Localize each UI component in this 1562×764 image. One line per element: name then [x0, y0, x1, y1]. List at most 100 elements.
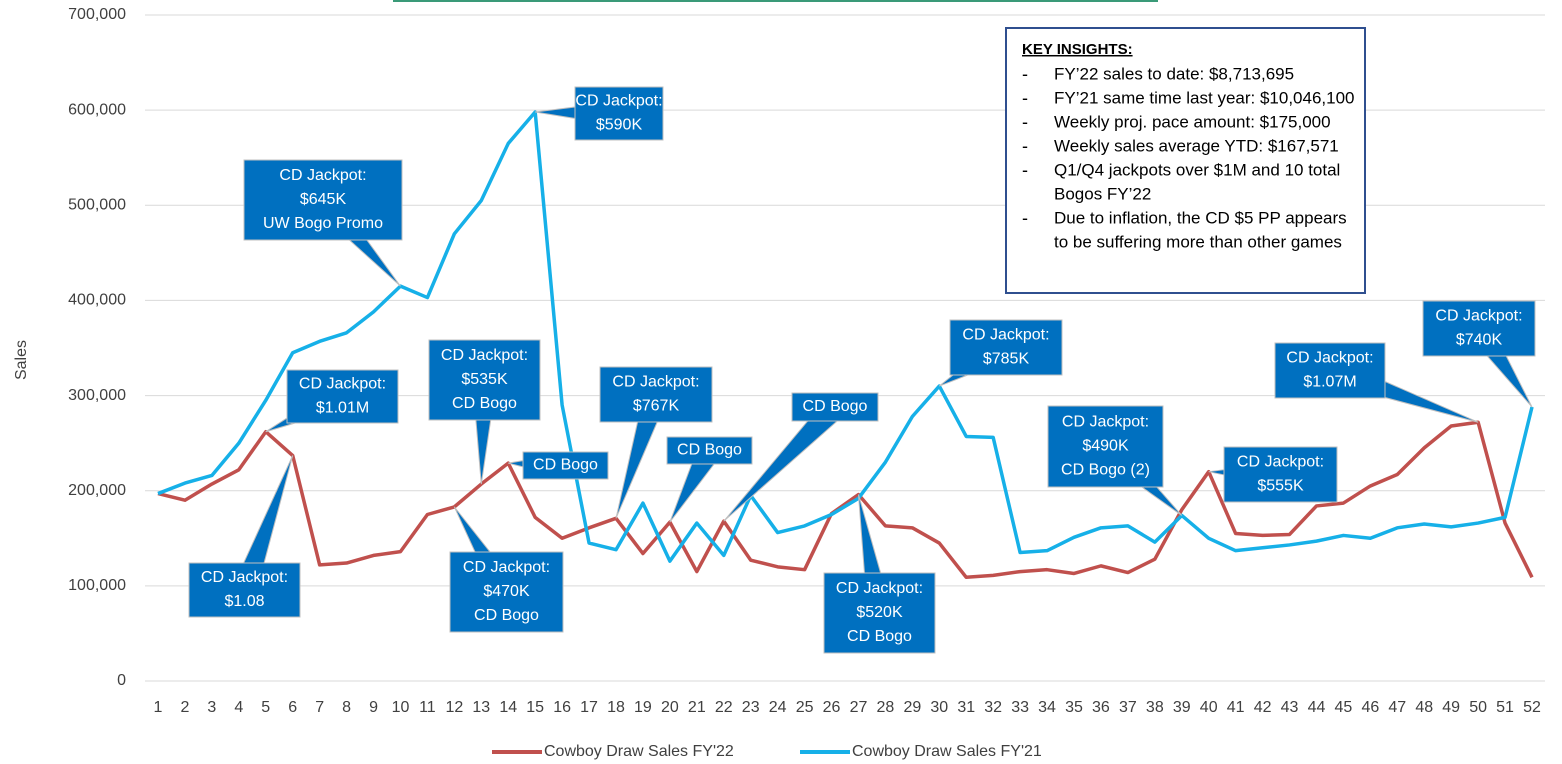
x-tick-label: 38 — [1146, 699, 1164, 716]
x-tick-label: 10 — [392, 699, 410, 716]
callout-text: $470K — [483, 583, 530, 600]
insights-text: Weekly proj. pace amount: $175,000 — [1054, 112, 1331, 131]
x-tick-label: 45 — [1335, 699, 1353, 716]
callout-text: $1.01M — [316, 400, 369, 417]
x-tick-label: 44 — [1308, 699, 1326, 716]
callout-text: $535K — [461, 371, 508, 388]
x-tick-label: 50 — [1469, 699, 1487, 716]
x-tick-label: 42 — [1254, 699, 1272, 716]
x-tick-label: 36 — [1092, 699, 1110, 716]
x-tick-label: 22 — [715, 699, 733, 716]
callout-text: CD Jackpot: — [279, 167, 366, 184]
callout-text: CD Jackpot: — [299, 376, 386, 393]
insights-text: FY’22 sales to date: $8,713,695 — [1054, 64, 1294, 83]
x-tick-label: 2 — [180, 699, 189, 716]
callout-box — [286, 369, 399, 424]
callout-text: CD Jackpot: — [836, 580, 923, 597]
insights-dash: - — [1022, 160, 1028, 180]
x-tick-label: 28 — [877, 699, 895, 716]
x-tick-label: 16 — [553, 699, 571, 716]
x-tick-label: 48 — [1415, 699, 1433, 716]
x-tick-label: 13 — [472, 699, 490, 716]
legend-label: Cowboy Draw Sales FY'21 — [852, 743, 1042, 760]
callout-text: CD Jackpot: — [201, 569, 288, 586]
x-tick-label: 20 — [661, 699, 679, 716]
x-tick-label: 31 — [957, 699, 975, 716]
callout-text: CD Jackpot: — [1062, 414, 1149, 431]
y-tick-label: 700,000 — [68, 6, 126, 23]
x-tick-label: 29 — [903, 699, 921, 716]
x-tick-label: 18 — [607, 699, 625, 716]
x-tick-label: 34 — [1038, 699, 1056, 716]
x-tick-label: 8 — [342, 699, 351, 716]
insights-text: Weekly sales average YTD: $167,571 — [1054, 136, 1339, 155]
legend-label: Cowboy Draw Sales FY'22 — [544, 743, 734, 760]
callout-text: CD Jackpot: — [463, 559, 550, 576]
callout-box — [823, 572, 936, 654]
callout-box — [243, 159, 403, 241]
y-tick-label: 500,000 — [68, 197, 126, 214]
callout-text: $645K — [300, 191, 347, 208]
x-tick-label: 41 — [1227, 699, 1245, 716]
callout-box — [574, 86, 664, 141]
callout-text: $590K — [596, 117, 643, 134]
insights-dash: - — [1022, 88, 1028, 108]
callout-box — [1047, 405, 1164, 488]
insights-dash: - — [1022, 136, 1028, 156]
insights-text: to be suffering more than other games — [1054, 232, 1342, 251]
x-tick-label: 7 — [315, 699, 324, 716]
x-tick-label: 32 — [984, 699, 1002, 716]
insights-text: Q1/Q4 jackpots over $1M and 10 total — [1054, 160, 1340, 179]
callout-text: UW Bogo Promo — [263, 215, 383, 232]
x-tick-label: 39 — [1173, 699, 1191, 716]
x-tick-label: 35 — [1065, 699, 1083, 716]
callout-text: CD Bogo — [803, 398, 868, 415]
x-tick-label: 24 — [769, 699, 787, 716]
x-tick-label: 49 — [1442, 699, 1460, 716]
x-tick-label: 47 — [1388, 699, 1406, 716]
x-tick-label: 12 — [445, 699, 463, 716]
callout-text: $490K — [1082, 438, 1129, 455]
callout-text: CD Jackpot: — [962, 327, 1049, 344]
callout-box — [1422, 300, 1536, 357]
x-tick-label: 3 — [207, 699, 216, 716]
callout-text: CD Bogo — [533, 457, 598, 474]
x-tick-label: 14 — [499, 699, 517, 716]
insights-text: Bogos FY’22 — [1054, 184, 1151, 203]
x-tick-label: 46 — [1361, 699, 1379, 716]
x-tick-label: 30 — [930, 699, 948, 716]
callout-box — [449, 551, 564, 633]
callout-text: CD Jackpot: — [575, 93, 662, 110]
callout-text: $785K — [983, 351, 1030, 368]
y-tick-label: 300,000 — [68, 387, 126, 404]
callout-text: CD Bogo — [452, 395, 517, 412]
x-tick-label: 9 — [369, 699, 378, 716]
insights-title: KEY INSIGHTS: — [1022, 41, 1133, 58]
x-tick-label: 15 — [526, 699, 544, 716]
callout-text: CD Bogo — [474, 607, 539, 624]
x-tick-label: 11 — [419, 699, 436, 716]
x-tick-label: 26 — [823, 699, 841, 716]
x-tick-label: 21 — [688, 699, 706, 716]
callout-text: $740K — [1456, 332, 1503, 349]
callout-text: CD Jackpot: — [1435, 308, 1522, 325]
callout-text: CD Jackpot: — [441, 347, 528, 364]
y-tick-label: 100,000 — [68, 577, 126, 594]
x-tick-label: 5 — [261, 699, 270, 716]
x-tick-label: 19 — [634, 699, 652, 716]
x-tick-label: 51 — [1496, 699, 1514, 716]
x-tick-label: 52 — [1523, 699, 1541, 716]
x-tick-label: 1 — [154, 699, 163, 716]
y-axis-label: Sales — [13, 340, 30, 380]
x-tick-label: 37 — [1119, 699, 1137, 716]
callout-box — [522, 451, 609, 480]
x-tick-label: 27 — [850, 699, 868, 716]
x-tick-label: 40 — [1200, 699, 1218, 716]
callout-box — [791, 392, 879, 422]
callout-text: $520K — [856, 604, 903, 621]
y-tick-label: 400,000 — [68, 292, 126, 309]
x-tick-label: 17 — [580, 699, 598, 716]
x-tick-label: 33 — [1011, 699, 1029, 716]
y-tick-label: 0 — [117, 672, 126, 689]
